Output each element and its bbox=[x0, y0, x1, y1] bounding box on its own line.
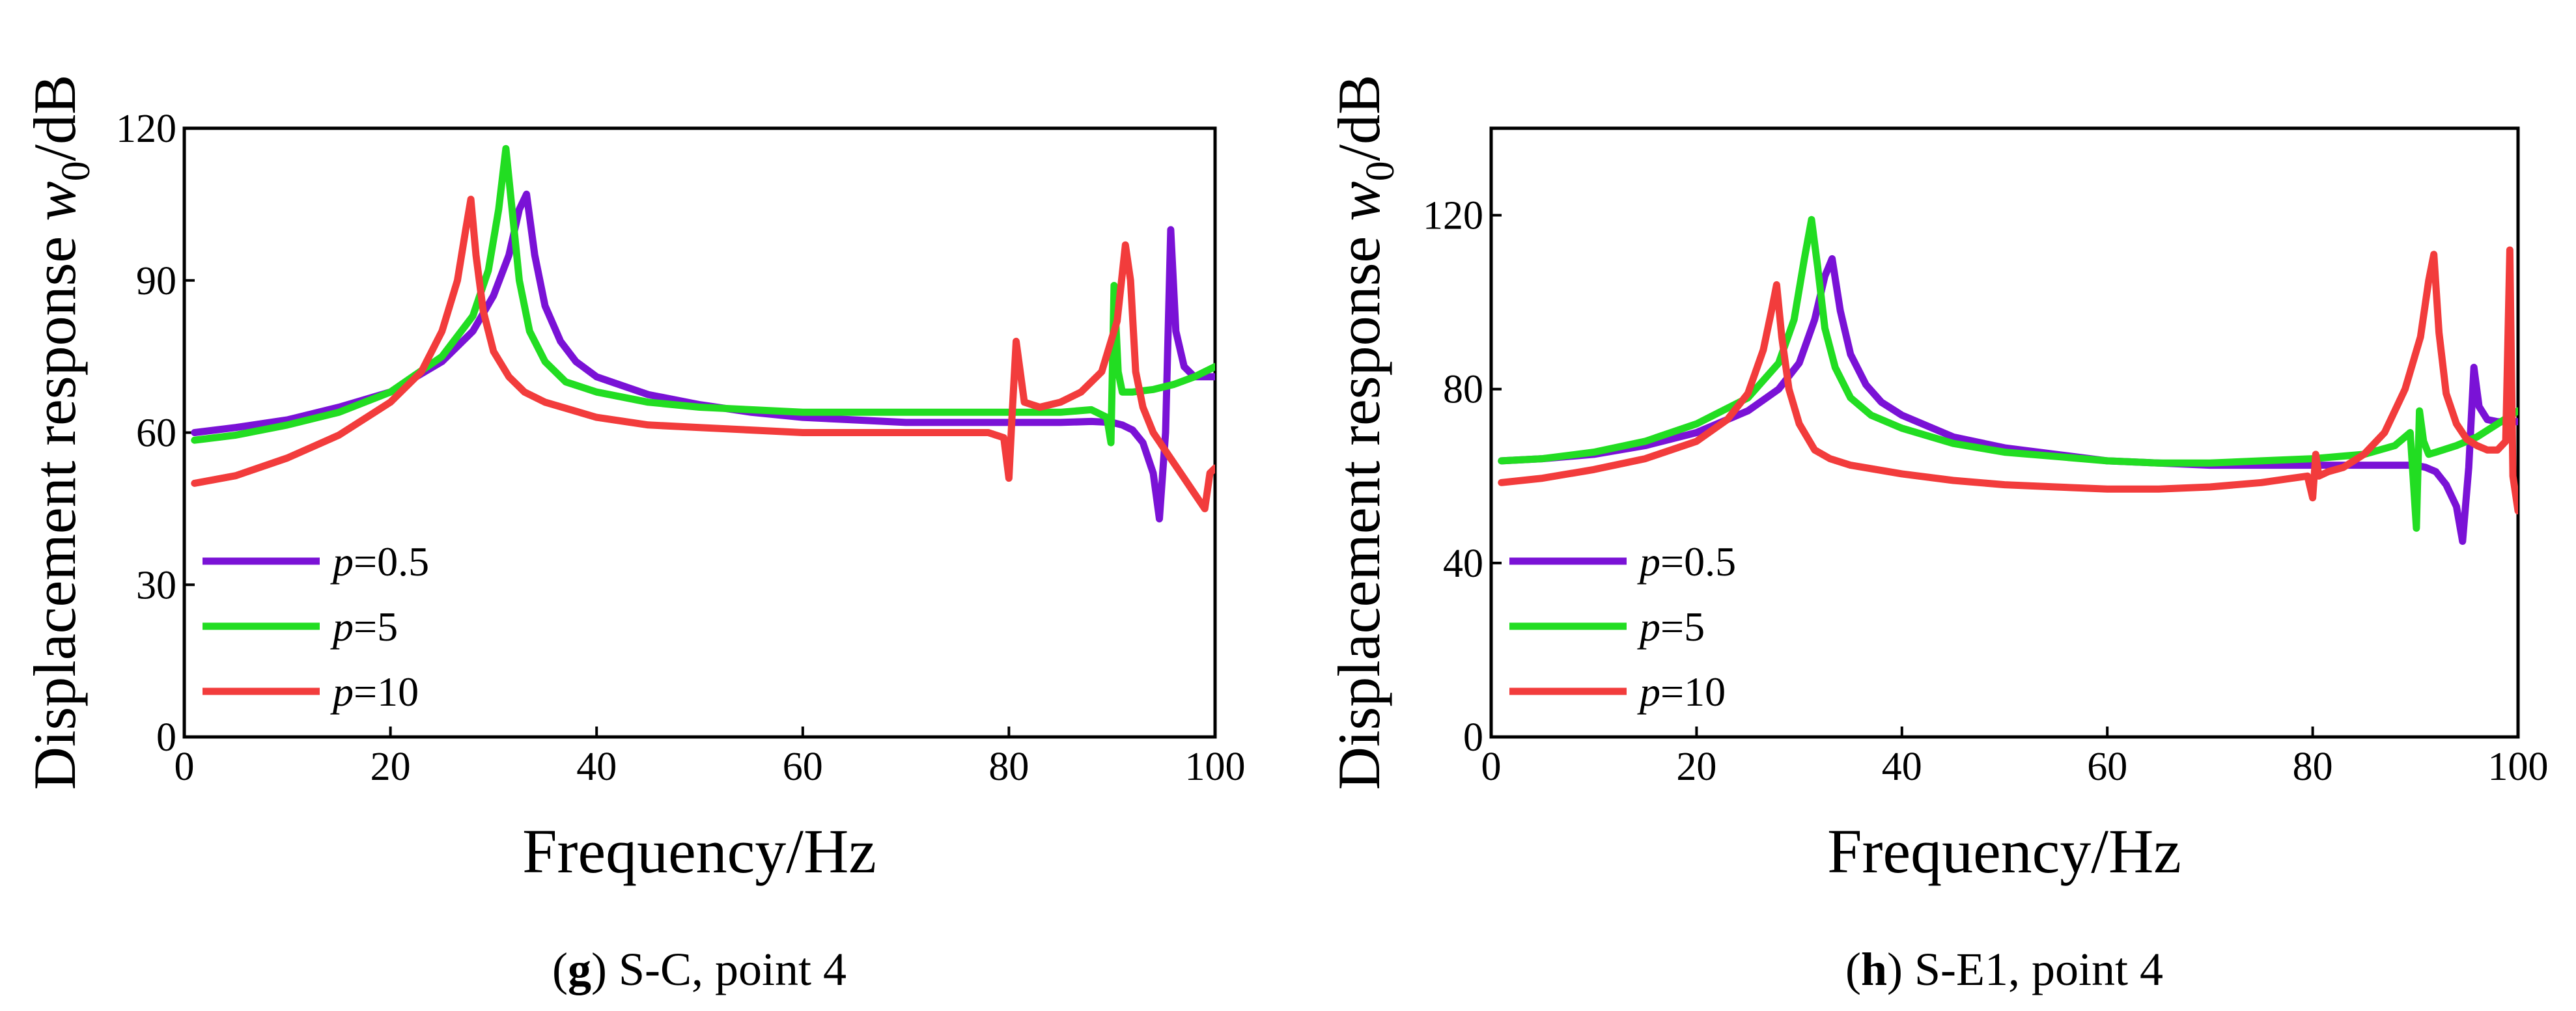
y-axis-label-sub: 0 bbox=[1358, 161, 1403, 181]
legend: p=0.5 p=5 p=10 bbox=[1509, 538, 1736, 715]
x-tick-label: 0 bbox=[175, 745, 195, 789]
caption-text: S-C, point 4 bbox=[607, 943, 847, 995]
x-tick-label: 20 bbox=[371, 745, 411, 789]
x-tick-label: 40 bbox=[1882, 745, 1922, 789]
axis-ticks: 0 20 40 60 80 100 0 30 60 90 120 bbox=[116, 107, 1246, 789]
y-tick-label: 120 bbox=[1423, 194, 1483, 238]
legend-label: p=5 bbox=[330, 603, 398, 650]
x-tick-label: 80 bbox=[2293, 745, 2333, 789]
series-line-p-5 bbox=[1498, 215, 2518, 532]
chart-panel-h: 0 20 40 60 80 100 0 40 80 120 p=0.5 p=5 p=10 Freque… bbox=[1326, 74, 2549, 995]
caption-label: g bbox=[568, 943, 591, 995]
legend: p=0.5 p=5 p=10 bbox=[203, 538, 429, 715]
axis-ticks: 0 20 40 60 80 100 0 40 80 120 bbox=[1423, 194, 2549, 789]
legend-label: p=0.5 bbox=[330, 538, 429, 585]
y-axis-label-suffix: /dB bbox=[21, 74, 88, 161]
plot-area bbox=[1489, 126, 2520, 739]
x-axis-label: Frequency/Hz bbox=[522, 816, 876, 886]
x-tick-label: 0 bbox=[1481, 745, 1502, 789]
series-lines bbox=[1498, 215, 2518, 545]
y-axis-label-var: w bbox=[1326, 181, 1392, 221]
caption: (h) S-E1, point 4 bbox=[1845, 943, 2163, 995]
y-tick-label: 120 bbox=[116, 107, 176, 151]
y-axis-label: Displacement response w0/dB bbox=[21, 74, 98, 790]
y-tick-label: 60 bbox=[136, 411, 176, 456]
series-line-p-0-5 bbox=[191, 190, 1215, 523]
series-lines bbox=[191, 145, 1215, 523]
series-line-p-0-5 bbox=[1498, 255, 2518, 545]
caption-text: S-E1, point 4 bbox=[1903, 943, 2163, 995]
x-tick-label: 20 bbox=[1676, 745, 1716, 789]
series-line-p-10 bbox=[191, 195, 1215, 512]
y-tick-label: 80 bbox=[1443, 368, 1483, 412]
legend-label: p=0.5 bbox=[1637, 538, 1736, 585]
chart-panel-g: 0 20 40 60 80 100 0 30 60 90 120 p=0.5 p=5 p=10 Freq… bbox=[21, 74, 1246, 995]
y-axis-label-prefix: Displacement response bbox=[21, 221, 88, 790]
y-axis-label: Displacement response w0/dB bbox=[1326, 74, 1403, 790]
y-tick-label: 40 bbox=[1443, 542, 1483, 586]
x-axis-label: Frequency/Hz bbox=[1827, 816, 2181, 886]
series-line-p-5 bbox=[191, 145, 1215, 447]
y-tick-label: 30 bbox=[136, 563, 176, 607]
legend-label: p=5 bbox=[1637, 603, 1705, 650]
caption: (g) S-C, point 4 bbox=[552, 943, 847, 995]
y-tick-label: 0 bbox=[1463, 715, 1483, 760]
y-axis-label-suffix: /dB bbox=[1326, 74, 1392, 161]
x-tick-label: 60 bbox=[783, 745, 823, 789]
series-line-p-10 bbox=[1498, 246, 2518, 515]
x-tick-label: 40 bbox=[576, 745, 617, 789]
caption-label: h bbox=[1861, 943, 1887, 995]
legend-label: p=10 bbox=[1637, 669, 1726, 715]
legend-label: p=10 bbox=[330, 669, 419, 715]
x-tick-label: 100 bbox=[2488, 745, 2549, 789]
x-tick-label: 60 bbox=[2087, 745, 2127, 789]
y-axis-label-var: w bbox=[21, 181, 88, 221]
y-tick-label: 0 bbox=[156, 715, 176, 760]
y-axis-label-sub: 0 bbox=[54, 161, 98, 181]
y-tick-label: 90 bbox=[136, 259, 176, 303]
x-tick-label: 80 bbox=[988, 745, 1029, 789]
x-tick-label: 100 bbox=[1185, 745, 1246, 789]
y-axis-label-prefix: Displacement response bbox=[1326, 221, 1392, 790]
